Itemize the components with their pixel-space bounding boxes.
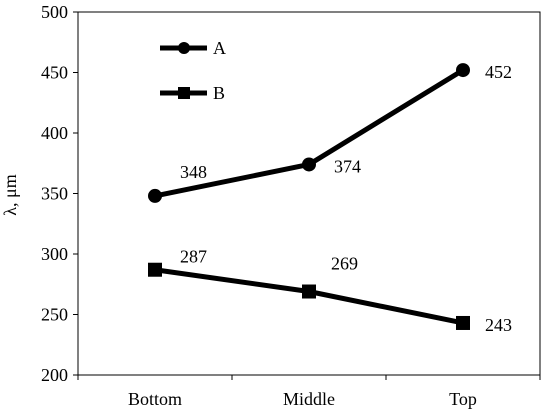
- y-tick-label: 450: [41, 63, 68, 83]
- y-tick-label: 400: [41, 123, 68, 143]
- legend-label-a: A: [213, 38, 226, 58]
- chart-legend: AB: [160, 38, 226, 103]
- chart-ticks: 200 250 300 350 400 450 500 Bottom Middle Top: [41, 2, 541, 409]
- plot-area-frame: [77, 11, 541, 376]
- y-tick-label: 300: [41, 244, 68, 264]
- data-label-a: 452: [485, 62, 512, 82]
- y-tick-label: 350: [41, 184, 68, 204]
- data-label-a: 374: [334, 156, 361, 176]
- data-label-b: 243: [485, 315, 512, 335]
- data-point-a-bottom: [148, 188, 162, 203]
- y-tick-label: 500: [41, 2, 68, 22]
- x-tick-label: Bottom: [128, 389, 182, 409]
- y-axis-title: λ, μm: [0, 174, 20, 215]
- chart-series: [148, 63, 470, 330]
- y-tick-label: 200: [41, 365, 68, 385]
- data-point-b-bottom: [148, 262, 162, 277]
- data-label-b: 269: [331, 254, 358, 274]
- data-label-b: 287: [180, 247, 207, 267]
- legend-marker-b: [178, 87, 190, 99]
- chart-axes: [77, 11, 541, 376]
- data-point-b-middle: [302, 284, 316, 299]
- legend-label-b: B: [213, 83, 225, 103]
- data-point-a-top: [456, 63, 470, 78]
- chart-data-labels: 348 374 452 287 269 243: [180, 62, 512, 335]
- legend-marker-a: [178, 42, 190, 54]
- y-tick-label: 250: [41, 305, 68, 325]
- data-point-a-middle: [302, 157, 316, 172]
- x-tick-label: Top: [449, 389, 477, 409]
- data-point-b-top: [456, 315, 470, 330]
- x-tick-label: Middle: [283, 389, 335, 409]
- data-label-a: 348: [180, 162, 207, 182]
